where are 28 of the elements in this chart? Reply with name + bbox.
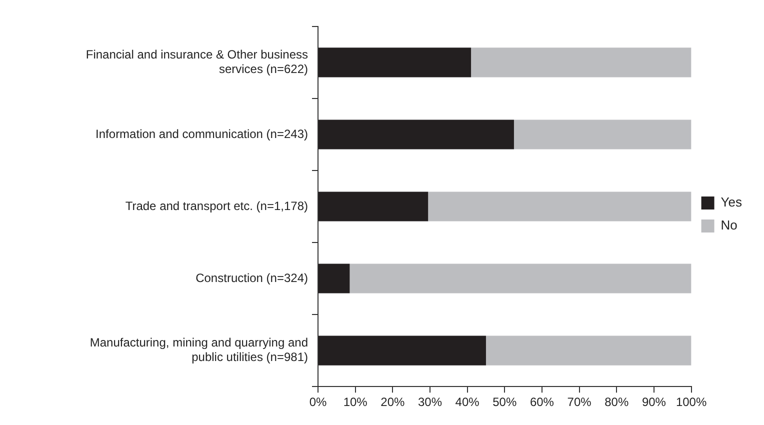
bar: [486, 336, 692, 366]
legend-label: Yes: [720, 194, 742, 210]
bar: [350, 264, 692, 294]
bar: [318, 264, 350, 294]
x-tick-label: 60%: [530, 395, 554, 410]
y-tick-label: Manufacturing, mining and quarrying and public utilities (n=981): [90, 336, 308, 364]
bar: [318, 336, 486, 366]
x-tick-label: 70%: [567, 395, 592, 410]
y-tick-label: Trade and transport etc. (n=1,178): [125, 198, 308, 213]
bar: [318, 192, 428, 222]
bar: [428, 192, 692, 222]
x-tick-label: 50%: [492, 395, 517, 410]
x-tick-label: 20%: [380, 395, 405, 410]
legend-label: No: [720, 218, 738, 233]
x-tick-label: 100%: [676, 395, 707, 410]
y-tick-label: Construction (n=324): [196, 270, 308, 285]
bar: [318, 48, 472, 78]
bar: [318, 120, 514, 150]
bar: [471, 48, 692, 78]
x-tick-label: 10%: [343, 395, 368, 410]
x-tick-label: 90%: [642, 395, 666, 410]
x-tick-label: 40%: [455, 395, 480, 410]
y-tick-label: Information and communication (n=243): [96, 126, 308, 141]
y-tick-label: Financial and insurance & Other business services (n=622): [86, 48, 308, 76]
x-tick-label: 80%: [604, 395, 629, 410]
bar: [514, 120, 692, 150]
x-tick-label: 30%: [418, 395, 442, 410]
x-tick-label: 0%: [309, 395, 327, 410]
